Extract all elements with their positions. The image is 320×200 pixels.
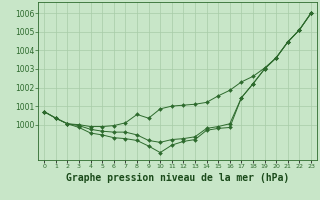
X-axis label: Graphe pression niveau de la mer (hPa): Graphe pression niveau de la mer (hPa) [66, 173, 289, 183]
